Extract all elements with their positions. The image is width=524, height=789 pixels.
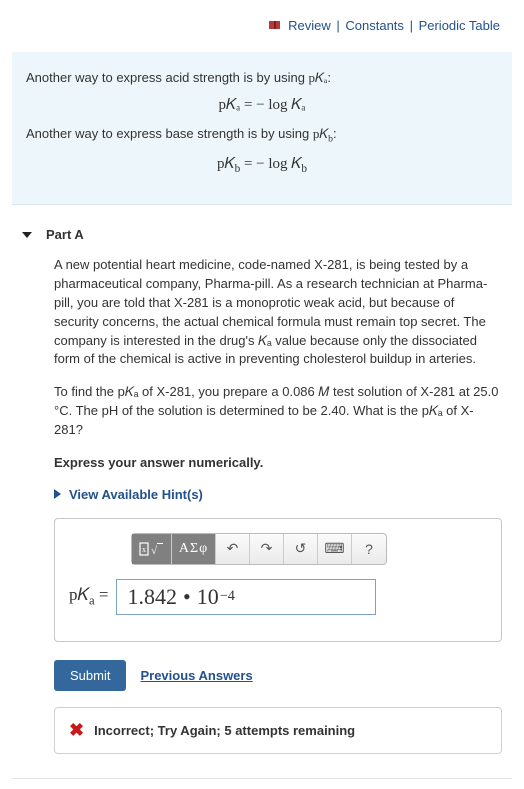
feedback-box: ✖ Incorrect; Try Again; 5 attempts remai… — [54, 707, 502, 754]
hint-link-label: View Available Hint(s) — [69, 487, 203, 502]
submit-row: Submit Previous Answers — [54, 660, 502, 691]
answer-base: 10 — [197, 584, 219, 610]
pka-symbol: p𝐾ₐ — [309, 70, 328, 85]
equation-1: p𝐾ₐ = − log 𝐾ₐ — [26, 94, 498, 117]
answer-row: p𝐾a = 1.842 • 10−4 — [69, 579, 487, 615]
intro-line-2: Another way to express base strength is … — [26, 124, 498, 147]
svg-text:√: √ — [151, 545, 158, 557]
separator: | — [410, 18, 413, 33]
undo-button[interactable]: ↶ — [216, 534, 250, 564]
part-a-header[interactable]: Part A — [12, 219, 512, 256]
equation-2: p𝐾b = − log 𝐾b — [26, 153, 498, 178]
caret-down-icon — [22, 232, 32, 238]
answer-exponent: −4 — [220, 588, 235, 605]
top-links-bar: Review | Constants | Periodic Table — [12, 10, 512, 52]
book-icon — [268, 19, 282, 34]
part-a-title: Part A — [46, 227, 84, 242]
separator: | — [336, 18, 339, 33]
submit-button[interactable]: Submit — [54, 660, 126, 691]
previous-answers-link[interactable]: Previous Answers — [140, 668, 252, 683]
pkb-symbol: p𝐾b — [313, 126, 333, 141]
intro-text: : — [333, 126, 337, 141]
periodic-table-link[interactable]: Periodic Table — [419, 18, 500, 33]
answer-input[interactable]: 1.842 • 10−4 — [116, 579, 376, 615]
greek-button[interactable]: ΑΣφ — [172, 534, 216, 564]
triangle-right-icon — [54, 489, 61, 499]
part-a-body: A new potential heart medicine, code-nam… — [12, 256, 512, 753]
instruction-text: Express your answer numerically. — [54, 454, 502, 473]
intro-text: Another way to express base strength is … — [26, 126, 313, 141]
problem-paragraph-2: To find the p𝐾ₐ of X-281, you prepare a … — [54, 383, 502, 440]
answer-mantissa: 1.842 — [127, 584, 177, 610]
answer-panel: x √ ΑΣφ ↶ ↷ ↺ ⌨ ? p𝐾a = 1.842 • — [54, 518, 502, 642]
help-button[interactable]: ? — [352, 534, 386, 564]
reset-button[interactable]: ↺ — [284, 534, 318, 564]
answer-dot: • — [183, 584, 191, 610]
review-link[interactable]: Review — [288, 18, 331, 33]
view-hints-link[interactable]: View Available Hint(s) — [54, 487, 502, 502]
intro-box: Another way to express acid strength is … — [12, 52, 512, 205]
format-button[interactable]: x √ — [132, 534, 172, 564]
intro-text: Another way to express acid strength is … — [26, 70, 309, 85]
problem-paragraph-1: A new potential heart medicine, code-nam… — [54, 256, 502, 369]
feedback-text: Incorrect; Try Again; 5 attempts remaini… — [94, 723, 355, 738]
intro-line-1: Another way to express acid strength is … — [26, 68, 498, 88]
intro-text: : — [327, 70, 331, 85]
svg-text:x: x — [142, 545, 146, 554]
constants-link[interactable]: Constants — [345, 18, 404, 33]
incorrect-icon: ✖ — [69, 720, 84, 741]
redo-button[interactable]: ↷ — [250, 534, 284, 564]
keyboard-button[interactable]: ⌨ — [318, 534, 352, 564]
answer-label: p𝐾a = — [69, 585, 108, 608]
answer-toolbar: x √ ΑΣφ ↶ ↷ ↺ ⌨ ? — [131, 533, 387, 565]
part-a-section: Part A A new potential heart medicine, c… — [12, 219, 512, 778]
